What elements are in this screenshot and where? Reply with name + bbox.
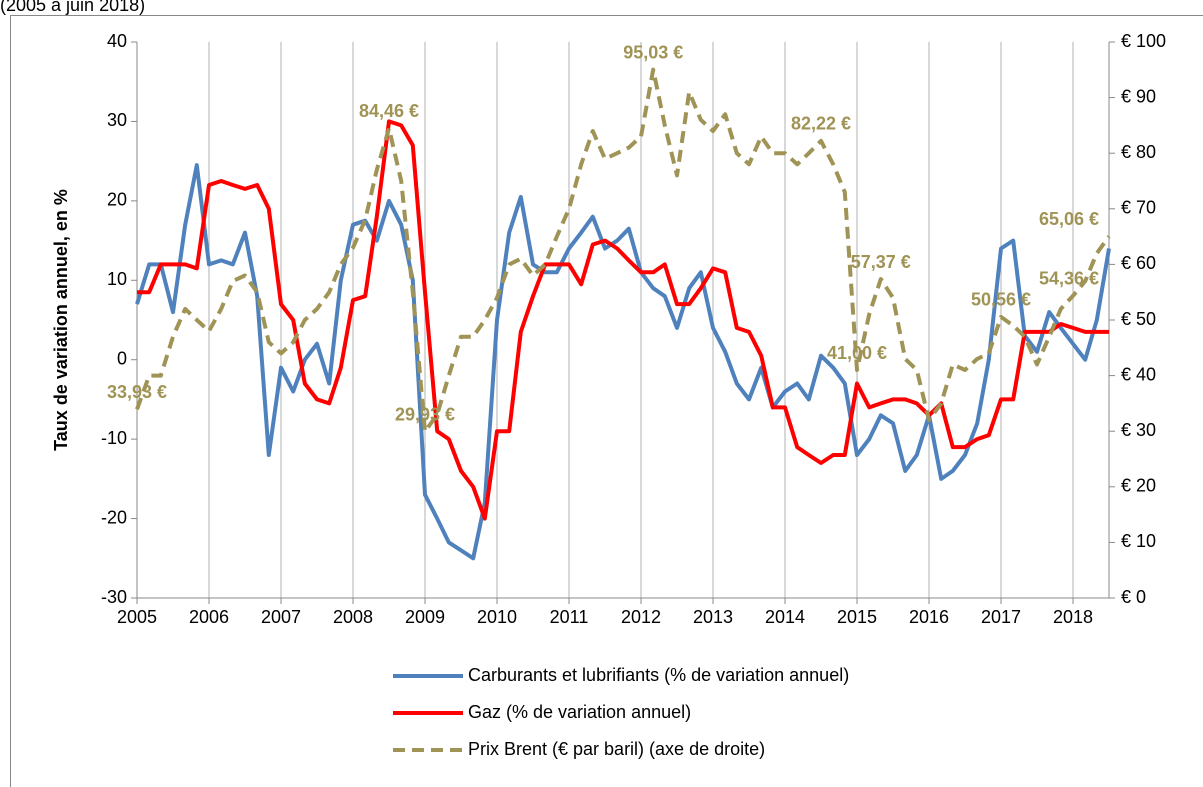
series-line <box>137 119 1109 521</box>
y2-tick-label: € 90 <box>1121 86 1156 106</box>
x-tick-label: 2011 <box>550 607 589 627</box>
y-tick-label: 30 <box>107 110 127 130</box>
y2-tick-label: € 40 <box>1121 364 1156 384</box>
annotation: 29,93 € <box>395 404 455 424</box>
x-tick-label: 2010 <box>477 607 517 627</box>
y-tick-label: -20 <box>101 507 127 527</box>
annotation: 50,56 € <box>971 290 1031 310</box>
x-tick-label: 2013 <box>693 607 733 627</box>
x-tick-label: 2007 <box>261 607 301 627</box>
y2-tick-label: € 70 <box>1121 198 1156 218</box>
y2-tick-label: € 20 <box>1121 476 1156 496</box>
x-tick-label: 2005 <box>117 607 157 627</box>
y-tick-label: 10 <box>107 269 127 289</box>
x-tick-label: 2006 <box>189 607 229 627</box>
x-tick-label: 2017 <box>981 607 1021 627</box>
x-tick-label: 2016 <box>909 607 949 627</box>
chart-subtitle: (2005 à juin 2018) <box>0 0 145 15</box>
y2-tick-label: € 80 <box>1121 142 1156 162</box>
x-tick-label: 2012 <box>621 607 661 627</box>
annotation: 33,93 € <box>107 382 167 402</box>
annotation: 82,22 € <box>791 114 851 134</box>
y2-tick-label: € 100 <box>1121 31 1166 51</box>
y-tick-label: -30 <box>101 587 127 607</box>
x-tick-label: 2009 <box>405 607 445 627</box>
chart-border <box>10 15 1203 787</box>
x-tick-label: 2014 <box>765 607 805 627</box>
legend-label: Gaz (% de variation annuel) <box>468 702 691 722</box>
series-line <box>135 67 1111 434</box>
y-tick-label: 40 <box>107 31 127 51</box>
annotation: 65,06 € <box>1039 209 1099 229</box>
y-tick-label: -10 <box>101 428 127 448</box>
legend-label: Carburants et lubrifiants (% de variatio… <box>468 665 849 685</box>
y-tick-label: 0 <box>117 348 127 368</box>
x-tick-label: 2008 <box>333 607 373 627</box>
y2-tick-label: € 10 <box>1121 531 1156 551</box>
y2-tick-label: € 0 <box>1121 587 1146 607</box>
y2-tick-label: € 50 <box>1121 309 1156 329</box>
y2-tick-label: € 30 <box>1121 420 1156 440</box>
annotation: 84,46 € <box>359 101 419 121</box>
series-line <box>135 163 1111 561</box>
y-axis-label: Taux de variation annuel, en % <box>51 189 71 451</box>
annotation: 57,37 € <box>851 252 911 272</box>
annotation: 41,00 € <box>827 343 887 363</box>
annotation: 95,03 € <box>623 42 683 62</box>
legend-label: Prix Brent (€ par baril) (axe de droite) <box>468 739 765 759</box>
y-tick-label: 20 <box>107 190 127 210</box>
y2-tick-label: € 60 <box>1121 253 1156 273</box>
x-tick-label: 2018 <box>1053 607 1093 627</box>
annotation: 54,36 € <box>1039 269 1099 289</box>
x-tick-label: 2015 <box>837 607 877 627</box>
